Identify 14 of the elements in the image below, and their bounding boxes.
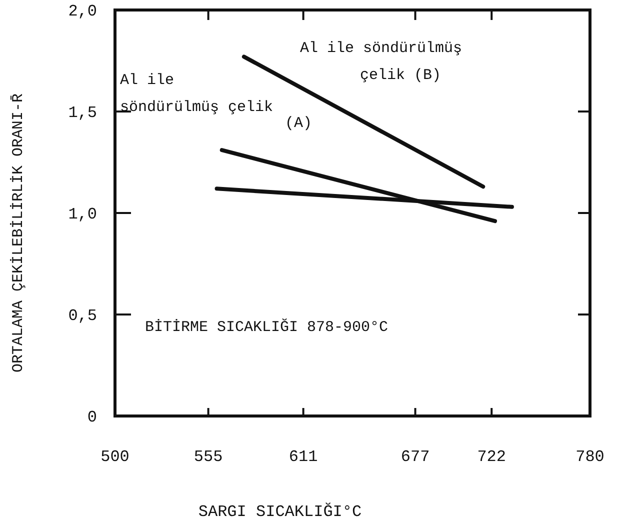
y-tick-label: 0 <box>87 408 97 427</box>
x-tick-label: 500 <box>100 448 130 466</box>
y-tick-label: 2,0 <box>68 2 97 21</box>
x-tick-label: 611 <box>288 448 318 466</box>
annotation: BİTİRME SICAKLIĞI 878-900°C <box>145 318 388 336</box>
y-tick-label: 1,5 <box>68 104 97 122</box>
y-axis-title: ORTALAMA ÇEKİLEBİLİRLİK ORANI-R̄ <box>10 93 27 373</box>
x-tick-label: 780 <box>576 448 604 466</box>
x-axis-title: SARGI SICAKLIĞI°C <box>198 502 362 521</box>
x-tick-label: 555 <box>194 448 223 466</box>
y-tick-label: 0,5 <box>68 307 97 326</box>
x-tick-label: 722 <box>477 448 506 466</box>
x-tick-label: 677 <box>400 448 430 466</box>
y-tick-label: 1,0 <box>68 206 97 224</box>
